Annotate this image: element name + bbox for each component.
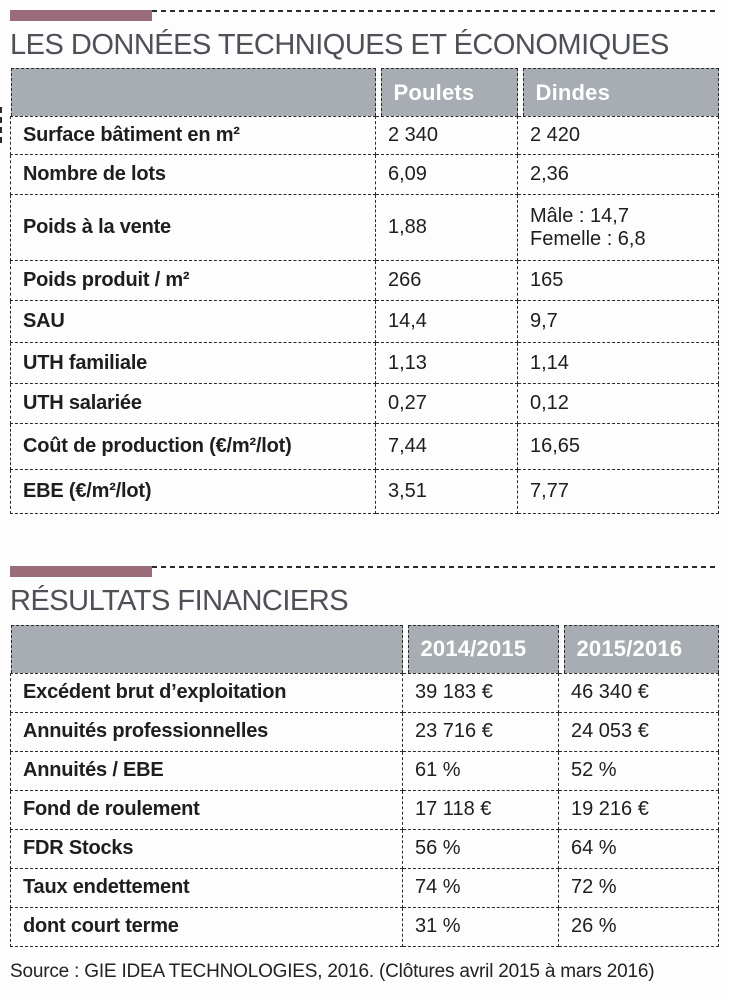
value-line: Femelle : 6,8 — [530, 227, 646, 250]
value-cell: 7,44 — [375, 423, 518, 471]
value-cell: Mâle : 14,7 Femelle : 6,8 — [517, 194, 719, 262]
section-heading-rule — [10, 10, 718, 21]
column-header-2015-2016: 2015/2016 — [563, 624, 719, 673]
value-cell: 46 340 € — [558, 672, 719, 713]
value-line: Mâle : 14,7 — [530, 204, 629, 227]
value-cell: 6,09 — [375, 154, 518, 196]
table-row: FDR Stocks 56 % 64 % — [10, 828, 719, 869]
value-cell: 17 118 € — [402, 789, 559, 830]
accent-bar — [10, 10, 152, 21]
table-row: Surface bâtiment en m² 2 340 2 420 — [10, 116, 719, 156]
section-financial-results: RÉSULTATS FINANCIERS 2014/2015 2015/2016… — [10, 566, 719, 947]
value-cell: 39 183 € — [402, 672, 559, 713]
value-cell: 16,65 — [517, 423, 719, 471]
row-label: SAU — [10, 300, 376, 344]
left-edge-crop-artifact — [0, 107, 2, 143]
value-cell: 1,14 — [517, 342, 719, 385]
section-technical-data: LES DONNÉES TECHNIQUES ET ÉCONOMIQUES Po… — [10, 10, 719, 515]
value-cell: 2 420 — [517, 116, 719, 156]
value-cell: 1,13 — [375, 342, 518, 385]
value-cell: 74 % — [402, 867, 559, 908]
table-row: EBE (€/m²/lot) 3,51 7,77 — [10, 469, 719, 515]
column-header-poulets: Poulets — [380, 68, 518, 117]
row-label: Excédent brut d’exploitation — [10, 672, 403, 713]
row-label: Annuités professionnelles — [10, 711, 403, 752]
row-label: Coût de production (€/m²/lot) — [10, 423, 376, 471]
row-label: Poids produit / m² — [10, 260, 376, 302]
table-row: Fond de roulement 17 118 € 19 216 € — [10, 789, 719, 830]
table-row: UTH salariée 0,27 0,12 — [10, 383, 719, 425]
column-header-2014-2015: 2014/2015 — [407, 624, 559, 673]
header-row: Poulets Dindes — [10, 68, 719, 117]
value-cell: 56 % — [402, 828, 559, 869]
table-corner-cell — [10, 624, 403, 673]
value-cell: 19 216 € — [558, 789, 719, 830]
table-row: Annuités professionnelles 23 716 € 24 05… — [10, 711, 719, 752]
value-cell: 72 % — [558, 867, 719, 908]
value-cell: 266 — [375, 260, 518, 302]
row-label: Fond de roulement — [10, 789, 403, 830]
column-header-dindes: Dindes — [522, 68, 719, 117]
row-label: EBE (€/m²/lot) — [10, 469, 376, 515]
table-row: Poids produit / m² 266 165 — [10, 260, 719, 302]
table-row: Excédent brut d’exploitation 39 183 € 46… — [10, 672, 719, 713]
value-cell: 0,27 — [375, 383, 518, 425]
value-cell: 23 716 € — [402, 711, 559, 752]
row-label: Nombre de lots — [10, 154, 376, 196]
header-row: 2014/2015 2015/2016 — [10, 624, 719, 674]
value-cell: 52 % — [558, 750, 719, 791]
value-cell: 26 % — [558, 906, 719, 947]
value-cell: 61 % — [402, 750, 559, 791]
row-label: Poids à la vente — [10, 194, 376, 262]
value-cell: 64 % — [558, 828, 719, 869]
section-heading-rule — [10, 566, 718, 578]
table-row: Annuités / EBE 61 % 52 % — [10, 750, 719, 791]
table-row: UTH familiale 1,13 1,14 — [10, 342, 719, 385]
table-row: SAU 14,4 9,7 — [10, 300, 719, 344]
row-label: Annuités / EBE — [10, 750, 403, 791]
table-row: Nombre de lots 6,09 2,36 — [10, 154, 719, 196]
value-cell: 31 % — [402, 906, 559, 947]
section-title-technical: LES DONNÉES TECHNIQUES ET ÉCONOMIQUES — [10, 29, 669, 61]
value-cell: 9,7 — [517, 300, 719, 344]
row-label: Taux endettement — [10, 867, 403, 908]
technical-data-table: Poulets Dindes Surface bâtiment en m² 2 … — [10, 68, 719, 515]
value-cell: 14,4 — [375, 300, 518, 344]
row-label: FDR Stocks — [10, 828, 403, 869]
table-corner-cell — [10, 68, 376, 117]
table-row: dont court terme 31 % 26 % — [10, 906, 719, 947]
row-label: dont court terme — [10, 906, 403, 947]
section-title-financial: RÉSULTATS FINANCIERS — [10, 585, 349, 618]
table-row: Taux endettement 74 % 72 % — [10, 867, 719, 908]
accent-bar — [10, 566, 152, 578]
dashed-rule — [152, 566, 718, 569]
row-label: UTH familiale — [10, 342, 376, 385]
row-label: UTH salariée — [10, 383, 376, 425]
source-note: Source : GIE IDEA TECHNOLOGIES, 2016. (C… — [10, 960, 655, 982]
dashed-rule — [152, 10, 718, 12]
value-cell: 24 053 € — [558, 711, 719, 752]
value-cell: 2,36 — [517, 154, 719, 196]
value-cell: 0,12 — [517, 383, 719, 425]
value-cell: 165 — [517, 260, 719, 302]
value-cell: 2 340 — [375, 116, 518, 156]
financial-results-table: 2014/2015 2015/2016 Excédent brut d’expl… — [10, 624, 719, 947]
table-row: Coût de production (€/m²/lot) 7,44 16,65 — [10, 423, 719, 471]
value-cell: 3,51 — [375, 469, 518, 515]
value-cell: 7,77 — [517, 469, 719, 515]
value-cell: 1,88 — [375, 194, 518, 262]
table-row: Poids à la vente 1,88 Mâle : 14,7 Femell… — [10, 194, 719, 262]
row-label: Surface bâtiment en m² — [10, 116, 376, 156]
